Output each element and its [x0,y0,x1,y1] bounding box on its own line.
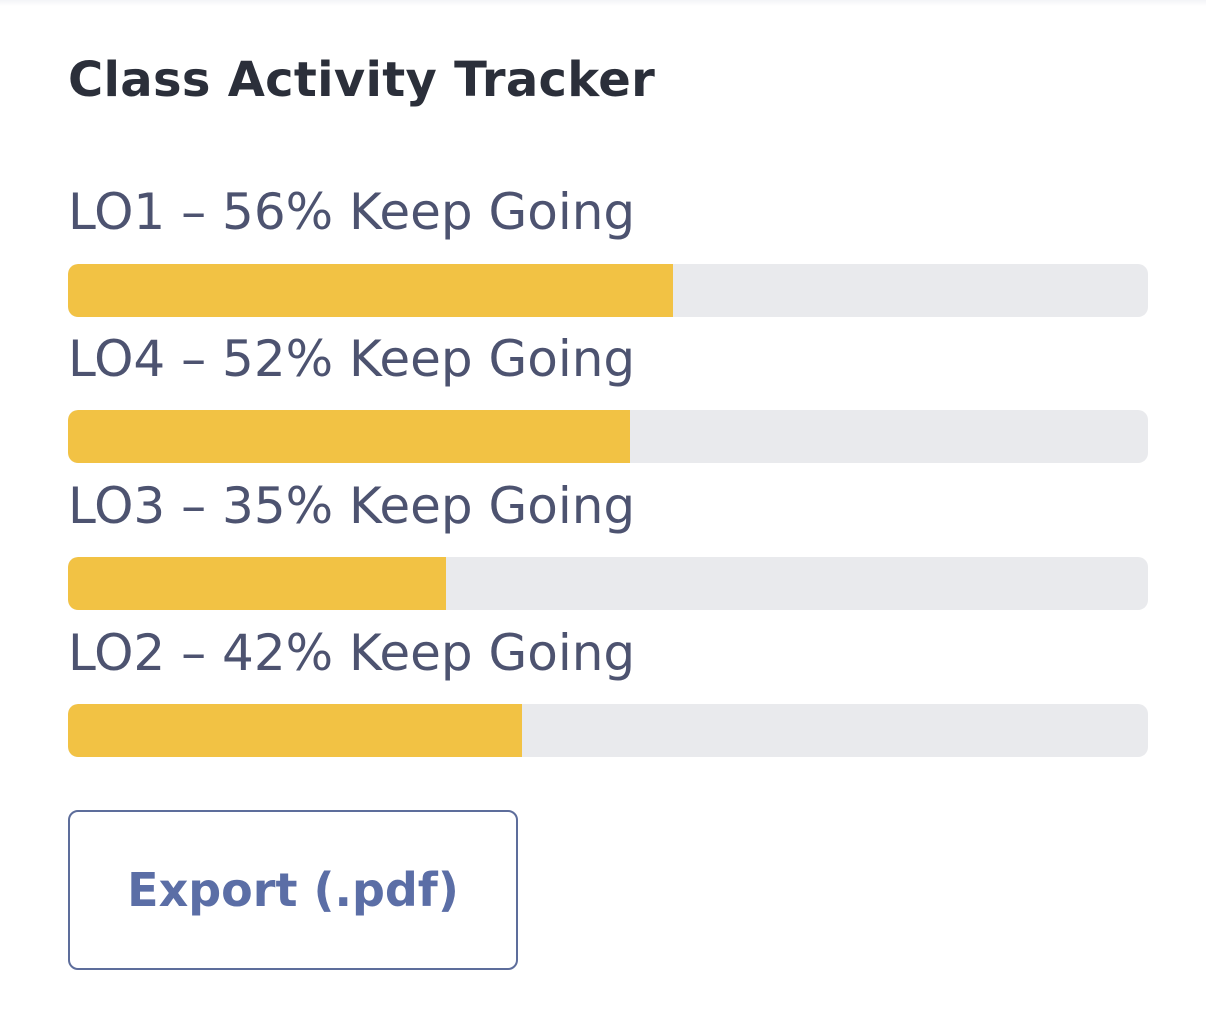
progress-fill [68,410,630,463]
progress-track [68,264,1148,317]
progress-track [68,410,1148,463]
progress-label: LO4 – 52% Keep Going [68,330,636,388]
progress-track [68,557,1148,610]
progress-label: LO1 – 56% Keep Going [68,183,636,241]
progress-label: LO3 – 35% Keep Going [68,477,636,535]
progress-track [68,704,1148,757]
export-pdf-button[interactable]: Export (.pdf) [68,810,518,970]
progress-fill [68,704,522,757]
progress-fill [68,264,673,317]
progress-fill [68,557,446,610]
tracker-title: Class Activity Tracker [68,52,656,108]
top-divider [0,0,1206,6]
progress-label: LO2 – 42% Keep Going [68,624,636,682]
